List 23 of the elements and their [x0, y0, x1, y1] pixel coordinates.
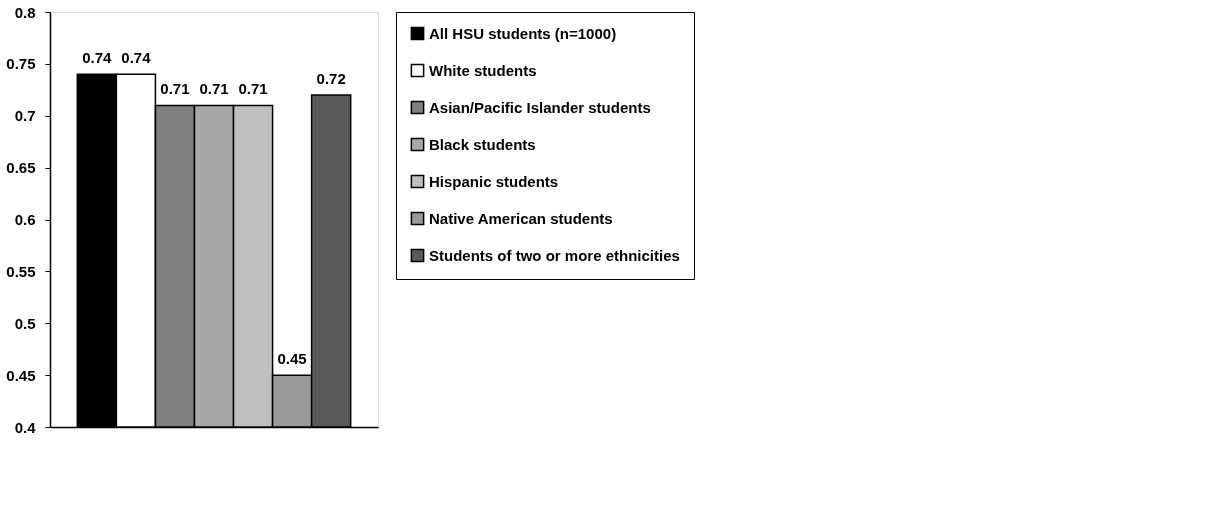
- y-tick-label: 0.4: [14, 418, 37, 436]
- legend-label: White students: [429, 61, 537, 79]
- legend-label: Students of two or more ethnicities: [429, 246, 680, 264]
- data-label: 0.45: [277, 350, 307, 368]
- legend-label: All HSU students (n=1000): [429, 24, 617, 42]
- y-tick-label: 0.45: [6, 366, 36, 384]
- data-label: 0.74: [121, 49, 152, 67]
- data-label: 0.72: [316, 70, 346, 87]
- y-tick-label: 0.75: [6, 55, 36, 73]
- legend-label: Hispanic students: [429, 172, 559, 190]
- y-tick-label: 0.7: [14, 107, 36, 125]
- y-tick-label: 0.6: [14, 211, 36, 228]
- y-tick-label: 0.55: [6, 262, 36, 280]
- data-label: 0.71: [160, 80, 190, 98]
- y-tick-label: 0.8: [14, 3, 36, 21]
- data-label: 0.71: [199, 80, 229, 98]
- legend-label: Native American students: [429, 209, 613, 227]
- legend-label: Asian/Pacific Islander students: [429, 98, 651, 116]
- y-tick-label: 0.5: [14, 314, 36, 332]
- data-label: 0.74: [82, 49, 113, 67]
- y-tick-label: 0.65: [6, 159, 36, 177]
- data-label: 0.71: [238, 80, 268, 98]
- legend-label: Black students: [429, 135, 536, 153]
